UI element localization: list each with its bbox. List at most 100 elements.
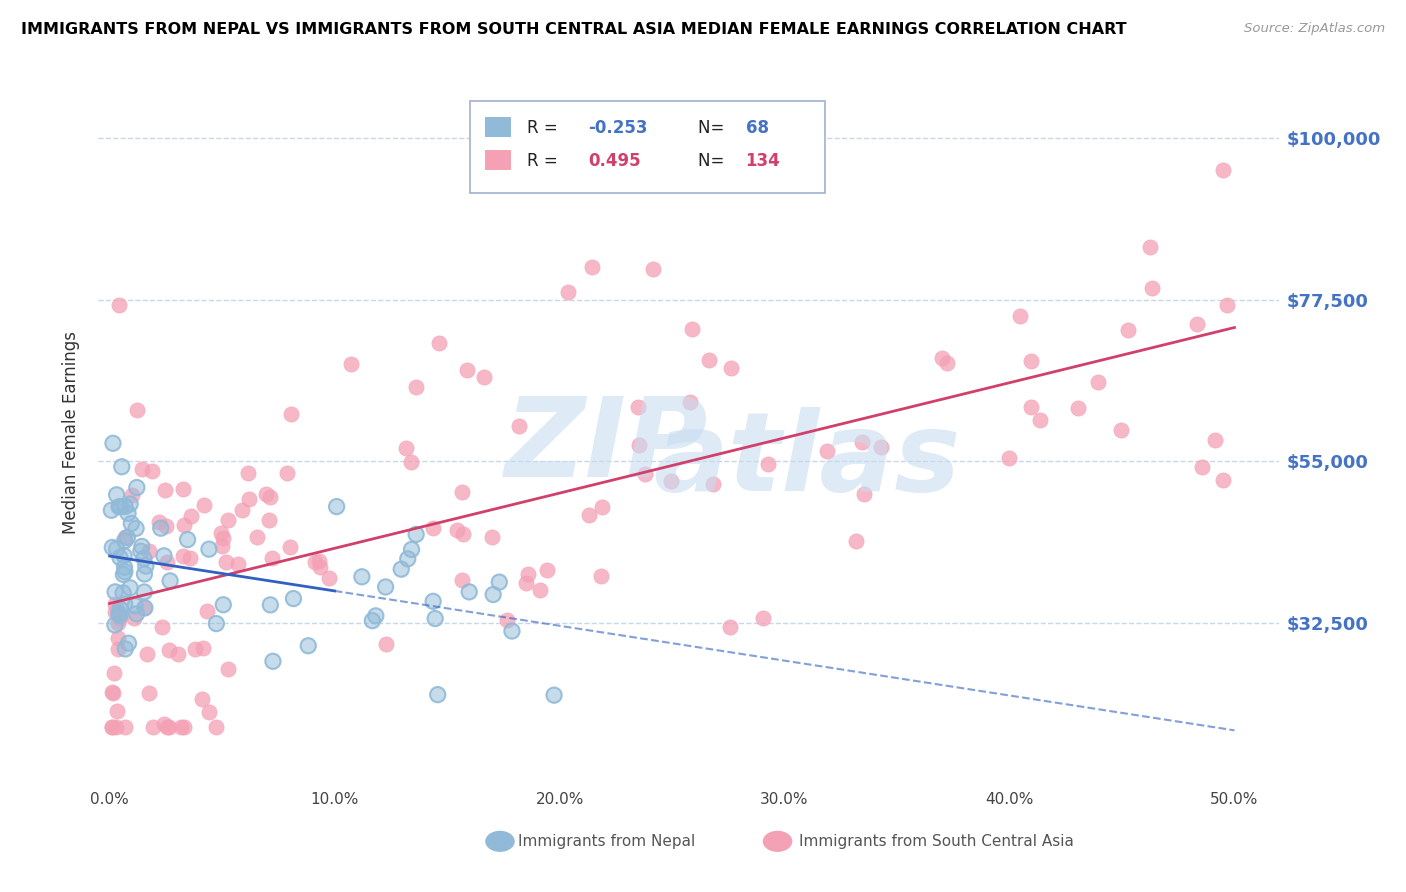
Point [1067,401,1090,416]
Point [176,533,198,547]
Point [107,642,129,657]
FancyBboxPatch shape [471,102,825,193]
Point [173,721,195,735]
Point [176,533,198,547]
Point [142,721,165,735]
Point [458,585,481,599]
Point [105,488,128,502]
Point [101,541,124,555]
Point [114,642,136,657]
Point [205,616,228,631]
Point [120,516,142,531]
Point [138,685,160,699]
Point [101,685,124,699]
Point [117,506,139,520]
Point [100,503,122,517]
Point [425,611,447,625]
Text: N=: N= [699,153,730,170]
Point [405,527,427,541]
Point [134,585,156,599]
Point [117,531,139,545]
Point [396,551,419,566]
Point [395,441,418,455]
Point [105,705,128,719]
Point [157,721,180,735]
Point [170,721,193,735]
Point [111,459,134,474]
Point [543,688,565,702]
Point [108,602,131,616]
Point [159,574,181,588]
Point [108,608,131,623]
Point [1087,375,1109,389]
Point [124,611,146,625]
Point [127,403,149,417]
Point [156,555,179,569]
Point [543,688,565,702]
Point [108,608,131,623]
Bar [485,117,510,136]
Point [101,436,124,450]
Point [114,721,136,735]
Point [110,500,132,514]
Point [405,380,427,394]
Point [215,555,238,569]
Point [117,531,139,545]
Point [589,569,612,583]
Point [114,530,136,544]
Point [501,624,523,638]
Text: 0.495: 0.495 [589,153,641,170]
Point [1212,473,1234,487]
Point [100,503,122,517]
Point [217,662,239,676]
Point [193,498,215,512]
Point [1116,323,1139,337]
Point [998,451,1021,466]
Point [422,594,444,608]
Point [114,565,136,579]
Point [482,588,505,602]
Text: R =: R = [527,153,564,170]
Point [125,481,148,495]
Point [105,541,128,556]
Point [697,352,720,367]
Text: -0.253: -0.253 [589,120,648,137]
Point [679,395,702,409]
Point [254,486,277,500]
Point [389,562,412,576]
Point [107,607,129,621]
Point [107,616,129,631]
Point [853,487,876,501]
Point [1019,400,1042,414]
Point [1212,163,1234,178]
Point [180,508,202,523]
Point [458,585,481,599]
Point [481,530,503,544]
Point [472,370,495,384]
Point [456,363,478,377]
Point [112,549,135,563]
Point [702,477,724,491]
Point [124,599,146,613]
Point [155,483,177,498]
Point [276,466,298,480]
Point [422,594,444,608]
Point [1216,298,1239,312]
Point [136,647,159,661]
Point [104,597,127,611]
Point [361,614,384,628]
Point [718,620,741,634]
Point [152,619,174,633]
Point [114,597,136,611]
Point [157,643,180,657]
Point [152,717,174,731]
Point [426,688,449,702]
Point [114,533,136,548]
Point [114,565,136,579]
Point [134,566,156,581]
Point [104,585,127,599]
Point [101,720,124,734]
Point [104,618,127,632]
Point [488,575,510,590]
Point [1140,280,1163,294]
